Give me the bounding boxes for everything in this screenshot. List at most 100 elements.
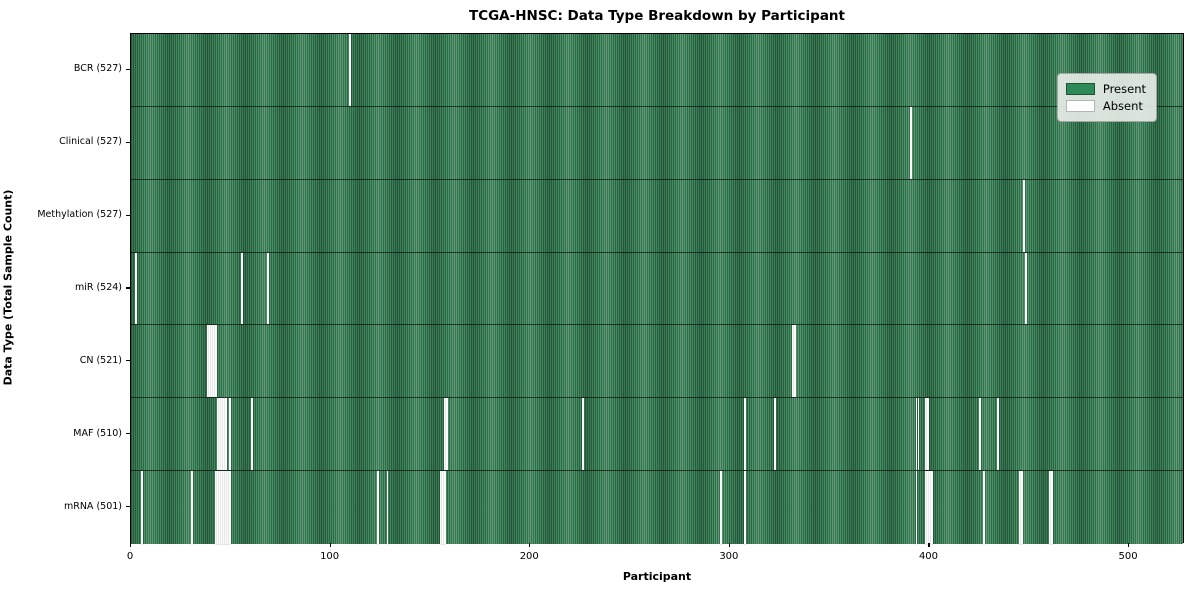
row-band-mrna: [131, 471, 1183, 544]
absent-stripe: [218, 398, 221, 471]
absent-stripe: [140, 471, 143, 544]
absent-stripe: [376, 471, 379, 544]
absent-stripe: [719, 471, 722, 544]
x-tick-label: 300: [719, 551, 739, 562]
absent-stripe: [210, 325, 213, 398]
legend-label-absent: Absent: [1102, 99, 1143, 113]
absent-stripe: [218, 471, 221, 544]
absent-stripe: [240, 252, 243, 325]
absent-stripe: [743, 398, 746, 471]
legend-item-present: Present: [1065, 82, 1146, 96]
y-tick-mark: [126, 505, 130, 508]
legend: Present Absent: [1056, 73, 1157, 122]
x-tick-mark: [529, 543, 531, 547]
y-tick-label-mir: miR (524): [74, 282, 122, 293]
absent-stripe: [1025, 252, 1028, 325]
y-tick-label-mrna: mRNA (501): [63, 500, 122, 512]
absent-stripe: [208, 325, 211, 398]
absent-stripe: [190, 471, 193, 544]
y-tick-label-bcr: BCR (527): [73, 63, 122, 75]
absent-stripe: [793, 325, 796, 398]
absent-stripe: [226, 471, 229, 544]
absent-stripe: [983, 471, 986, 544]
x-tick-mark: [728, 543, 731, 547]
absent-stripe: [206, 325, 209, 398]
absent-stripe: [997, 398, 1000, 471]
absent-stripe: [979, 398, 982, 471]
absent-stripe: [929, 471, 932, 544]
plot-area: Present Absent: [130, 33, 1184, 544]
y-tick-label-maf: MAF (510): [73, 427, 122, 439]
y-tick-label-cn: CN (521): [79, 354, 122, 366]
absent-stripe: [348, 34, 351, 106]
absent-stripe: [266, 252, 269, 325]
absent-stripe: [444, 398, 447, 471]
row-band-maf: [131, 398, 1183, 472]
absent-stripe: [228, 471, 231, 544]
x-tick-label: 100: [320, 551, 340, 562]
absent-stripe: [915, 398, 918, 471]
legend-item-absent: Absent: [1065, 99, 1146, 113]
y-tick-mark: [126, 214, 130, 216]
absent-stripe: [214, 471, 217, 544]
legend-label-present: Present: [1102, 82, 1146, 96]
x-tick-mark: [1128, 543, 1130, 547]
absent-stripe: [228, 398, 231, 471]
absent-stripe: [386, 471, 389, 544]
absent-stripe: [1021, 471, 1024, 544]
y-tick-mark: [126, 141, 130, 143]
absent-stripe: [222, 471, 225, 544]
y-tick-mark: [126, 360, 130, 362]
absent-stripe: [917, 398, 920, 471]
absent-stripe: [1049, 471, 1052, 544]
x-tick-label: 500: [1118, 551, 1138, 562]
absent-stripe: [440, 471, 443, 544]
absent-stripe: [909, 106, 912, 179]
chart-title: TCGA-HNSC: Data Type Breakdown by Partic…: [468, 8, 845, 24]
legend-swatch-present-icon: [1065, 83, 1095, 95]
x-axis-title: Participant: [622, 570, 692, 583]
row-band-bcr: [131, 34, 1183, 107]
absent-stripe: [134, 252, 137, 325]
y-tick-label-clinical: Clinical (527): [59, 136, 122, 148]
absent-stripe: [212, 325, 215, 398]
y-tick-label-methylation: Methylation (527): [37, 209, 122, 221]
absent-stripe: [214, 325, 217, 398]
absent-stripe: [216, 471, 219, 544]
absent-stripe: [222, 398, 225, 471]
absent-stripe: [773, 398, 776, 471]
x-tick-label: 200: [519, 551, 539, 562]
x-tick-mark: [928, 543, 930, 547]
row-band-mir: [131, 252, 1183, 326]
absent-stripe: [927, 398, 930, 471]
row-band-methylation: [131, 179, 1183, 253]
absent-stripe: [1023, 179, 1026, 252]
y-tick-mark: [126, 68, 130, 71]
absent-stripe: [446, 398, 449, 471]
absent-stripe: [250, 398, 253, 471]
absent-stripe: [216, 398, 219, 471]
absent-stripe: [220, 398, 223, 471]
absent-stripe: [224, 471, 227, 544]
x-tick-mark: [329, 543, 331, 547]
x-tick-label: 400: [918, 551, 939, 562]
absent-stripe: [442, 471, 445, 544]
absent-stripe: [1051, 471, 1054, 544]
absent-stripe: [927, 471, 930, 544]
absent-stripe: [582, 398, 585, 471]
absent-stripe: [224, 398, 227, 471]
absent-stripe: [925, 471, 928, 544]
y-tick-mark: [126, 433, 130, 435]
y-tick-mark: [126, 287, 130, 289]
absent-stripe: [925, 398, 928, 471]
row-band-clinical: [131, 106, 1183, 180]
absent-stripe: [220, 471, 223, 544]
absent-stripe: [931, 471, 934, 544]
absent-stripe: [1019, 471, 1022, 544]
absent-stripe: [444, 471, 447, 544]
x-tick-label: 0: [126, 551, 134, 562]
absent-stripe: [791, 325, 794, 398]
absent-stripe: [743, 471, 746, 544]
absent-stripe: [915, 471, 918, 544]
